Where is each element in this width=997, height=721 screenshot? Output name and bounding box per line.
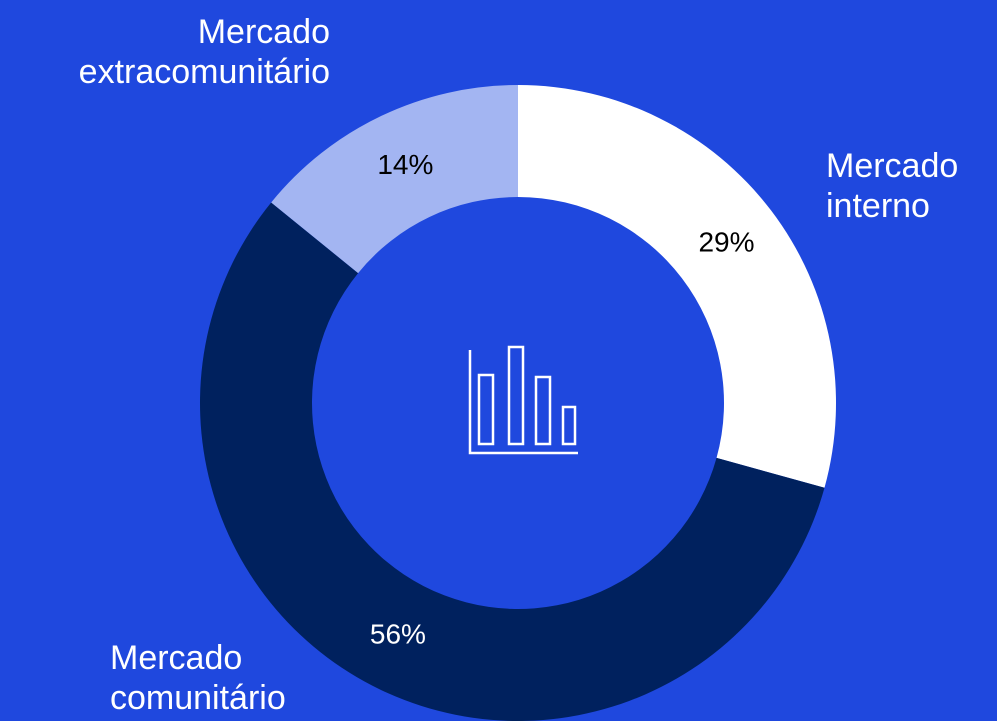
category-label: Mercado interno	[826, 147, 959, 225]
value-label: 56%	[370, 618, 426, 649]
icon-bar	[534, 375, 552, 446]
category-label: Mercado extracomunitário	[78, 13, 331, 91]
icon-bar	[477, 373, 495, 446]
slices	[200, 85, 836, 721]
value-label: 29%	[698, 227, 754, 258]
category-label: Mercado comunitário	[110, 639, 286, 717]
icon-bar	[561, 405, 577, 446]
icon-axis	[468, 350, 578, 455]
icon-bar	[507, 345, 525, 446]
donut-slice	[518, 85, 836, 488]
value-label: 14%	[377, 149, 433, 180]
value-labels: 29% 56% 14%	[370, 149, 755, 649]
donut-slice	[200, 202, 825, 721]
center-icon	[468, 345, 578, 455]
donut-slice	[271, 85, 518, 274]
